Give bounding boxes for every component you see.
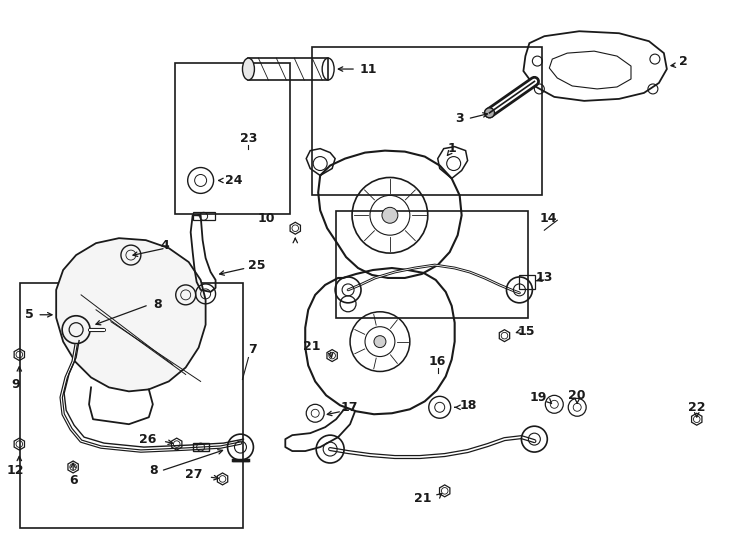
Text: 26: 26 bbox=[139, 433, 157, 446]
Text: 7: 7 bbox=[248, 343, 257, 356]
Polygon shape bbox=[57, 238, 206, 392]
Bar bbox=[312, 47, 542, 195]
Text: 20: 20 bbox=[568, 389, 586, 402]
Text: 21: 21 bbox=[302, 340, 320, 353]
Text: 8: 8 bbox=[153, 298, 161, 312]
Ellipse shape bbox=[242, 58, 255, 80]
Text: 24: 24 bbox=[225, 174, 242, 187]
Bar bbox=[175, 63, 290, 214]
Text: 12: 12 bbox=[7, 464, 24, 477]
Text: 5: 5 bbox=[24, 308, 33, 321]
Bar bbox=[336, 211, 528, 319]
Bar bbox=[192, 212, 214, 220]
Text: 21: 21 bbox=[414, 492, 432, 505]
Text: 13: 13 bbox=[535, 272, 553, 285]
Text: 19: 19 bbox=[530, 391, 548, 404]
Text: 6: 6 bbox=[69, 475, 77, 488]
Text: 2: 2 bbox=[679, 55, 688, 68]
Text: 27: 27 bbox=[185, 468, 203, 482]
Text: 14: 14 bbox=[539, 212, 557, 225]
Text: 9: 9 bbox=[11, 378, 20, 391]
Text: 10: 10 bbox=[258, 212, 275, 225]
Bar bbox=[20, 284, 243, 528]
Circle shape bbox=[382, 207, 398, 223]
Circle shape bbox=[484, 108, 495, 118]
Text: 25: 25 bbox=[248, 259, 266, 272]
Text: 1: 1 bbox=[448, 142, 457, 155]
Text: 17: 17 bbox=[340, 401, 357, 414]
Bar bbox=[520, 275, 535, 289]
Text: 18: 18 bbox=[459, 399, 477, 412]
Text: 15: 15 bbox=[517, 325, 535, 338]
Bar bbox=[192, 443, 208, 451]
Text: 3: 3 bbox=[455, 112, 464, 125]
Text: 23: 23 bbox=[240, 132, 257, 145]
Text: 11: 11 bbox=[360, 63, 377, 76]
Text: 8: 8 bbox=[149, 464, 158, 477]
Text: 16: 16 bbox=[429, 355, 446, 368]
Bar bbox=[248, 58, 328, 80]
Text: 4: 4 bbox=[160, 239, 169, 252]
Text: 22: 22 bbox=[688, 401, 705, 414]
Circle shape bbox=[374, 336, 386, 348]
